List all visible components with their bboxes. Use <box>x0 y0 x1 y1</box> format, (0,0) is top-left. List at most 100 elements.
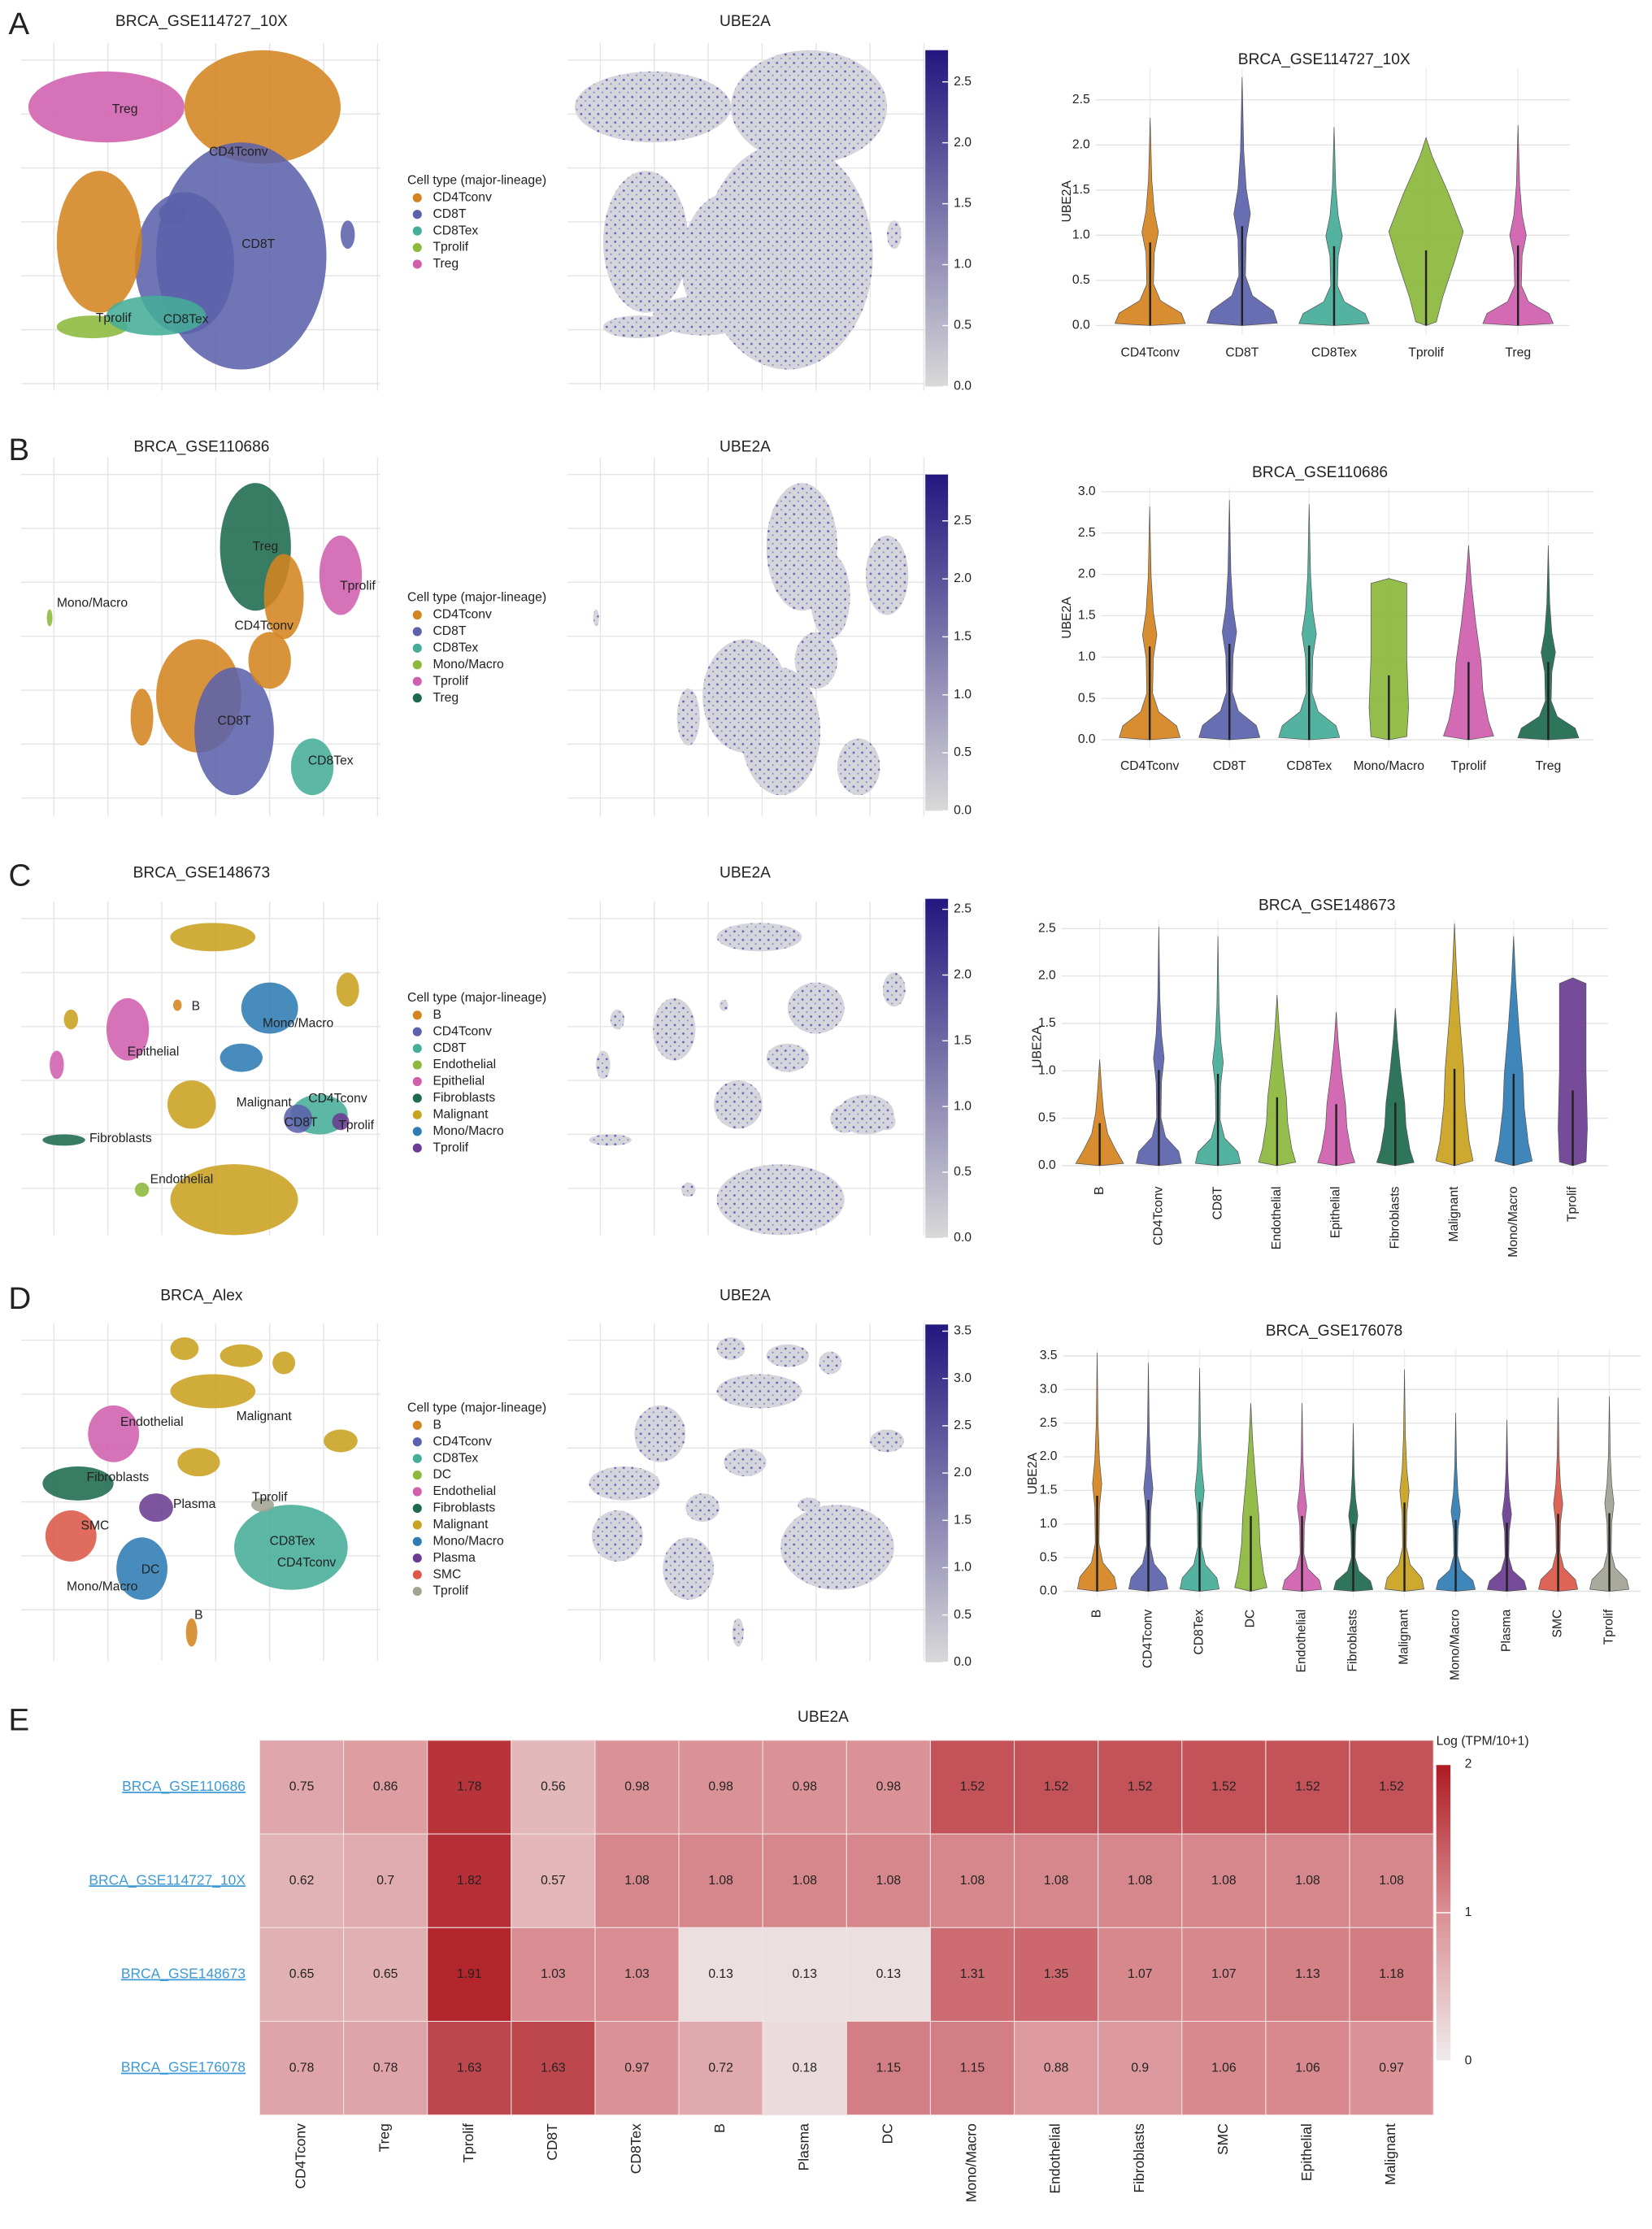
expression-cluster <box>870 1429 905 1453</box>
y-tick-label: 0.0 <box>1072 319 1090 332</box>
colorbar-tick-label: 0.5 <box>954 1608 972 1622</box>
cluster-label: CD8Tex <box>270 1535 315 1549</box>
x-tick-label: Plasma <box>1500 1609 1514 1652</box>
row-link[interactable]: BRCA_GSE110686 <box>122 1778 246 1795</box>
colorbar-tick-label: 2.5 <box>954 75 972 89</box>
column-label: Fibroblasts <box>1131 2123 1147 2193</box>
cell-value: 1.08 <box>1379 1874 1404 1888</box>
cell-cluster <box>130 689 154 746</box>
y-tick-label: 1.5 <box>1038 1016 1056 1030</box>
cluster-label: Plasma <box>173 1497 216 1511</box>
cell-cluster <box>241 982 298 1034</box>
legend-swatch <box>412 1586 422 1597</box>
heatmap-cell <box>343 2020 428 2116</box>
legend-swatch <box>412 226 422 236</box>
cell-cluster <box>170 1374 256 1409</box>
cell-value: 0.98 <box>792 1780 817 1794</box>
legend-label: SMC <box>433 1567 461 1581</box>
violin <box>1368 578 1409 741</box>
legend-swatch <box>412 1437 422 1447</box>
violin <box>1436 1413 1476 1592</box>
heatmap-cell <box>594 1740 680 1835</box>
expression-cluster <box>732 1618 744 1647</box>
cluster-label: CD8Tex <box>308 754 354 767</box>
legend-title: Log (TPM/10+1) <box>1437 1735 1529 1749</box>
cluster-label: CD8Tex <box>163 313 209 327</box>
cell-value: 0.88 <box>1044 2061 1069 2075</box>
violin <box>1317 1011 1355 1167</box>
cell-cluster <box>170 1164 298 1236</box>
cell-value: 1.52 <box>960 1780 985 1794</box>
x-tick-label: Treg <box>1505 345 1531 359</box>
x-tick-label: CD4Tconv <box>1152 1186 1166 1245</box>
expression-cluster <box>731 50 888 164</box>
cell-value: 1.08 <box>1044 1874 1069 1888</box>
cell-value: 0.57 <box>541 1874 566 1888</box>
y-axis-label: UBE2A <box>1026 1452 1040 1494</box>
legend-swatch <box>412 1570 422 1579</box>
legend-swatch <box>412 660 422 670</box>
cell-value: 1.03 <box>624 1967 650 1981</box>
y-axis-label: UBE2A <box>1030 1026 1044 1068</box>
expression-cluster <box>882 972 906 1007</box>
legend-swatch <box>412 1110 422 1119</box>
cell-value: 0.56 <box>541 1780 566 1794</box>
legend-swatch <box>412 1420 422 1430</box>
x-tick-label: Tprolif <box>1408 345 1444 359</box>
column-label: Treg <box>376 2123 393 2152</box>
heatmap-cell <box>1349 1927 1434 2023</box>
heatmap-cell <box>259 1927 345 2023</box>
colorbar-tick-label: 1.0 <box>954 1561 972 1575</box>
heatmap-cell <box>1265 2020 1350 2116</box>
cell-cluster <box>324 1429 358 1453</box>
cell-cluster <box>63 1009 79 1030</box>
heatmap-cell <box>1098 1927 1183 2023</box>
violin <box>1136 926 1182 1167</box>
violin <box>1206 76 1278 326</box>
x-tick-label: Epithelial <box>1329 1187 1343 1239</box>
legend-swatch <box>412 1143 422 1153</box>
cell-cluster <box>56 171 142 313</box>
violin <box>1179 1367 1220 1592</box>
legend-swatch <box>412 1060 422 1070</box>
cell-value: 1.08 <box>1295 1874 1320 1888</box>
x-tick-label: CD8Tex <box>1286 759 1332 773</box>
colorbar-tick-label: 1.5 <box>954 1033 972 1047</box>
legend-label: CD8Tex <box>433 641 478 655</box>
column-label: Plasma <box>795 2123 811 2170</box>
cluster-label: Mono/Macro <box>57 597 128 610</box>
panel-letter: A <box>8 7 29 41</box>
legend-swatch <box>412 1487 422 1497</box>
heatmap-cell <box>846 1833 931 1928</box>
legend-title: Cell type (major-lineage) <box>407 1401 546 1415</box>
cluster-label: CD8T <box>285 1116 318 1130</box>
violin <box>1119 506 1181 741</box>
violin <box>1076 1352 1118 1592</box>
cell-value: 1.78 <box>457 1780 482 1794</box>
cluster-label: CD4Tconv <box>209 146 268 159</box>
expression-cluster <box>865 535 909 615</box>
row-link[interactable]: BRCA_GSE148673 <box>121 1966 246 1983</box>
expression-cluster <box>591 1510 643 1562</box>
heatmap-cell <box>678 1833 763 1928</box>
violin <box>1376 1008 1415 1167</box>
cell-value: 0.65 <box>373 1967 398 1981</box>
cell-value: 0.7 <box>376 1874 394 1888</box>
heatmap-cell <box>259 1740 345 1835</box>
cell-value: 1.06 <box>1211 2061 1237 2075</box>
heatmap-cell <box>427 1833 512 1928</box>
expression-cluster <box>810 554 850 640</box>
row-link[interactable]: BRCA_GSE176078 <box>121 2059 246 2076</box>
feature-title: UBE2A <box>719 13 771 30</box>
colorbar-tick-label: 1.5 <box>954 197 972 211</box>
heatmap-title: UBE2A <box>798 1709 849 1726</box>
heatmap-cell <box>511 1740 596 1835</box>
cell-value: 1.08 <box>792 1874 817 1888</box>
legend-label: CD8Tex <box>433 224 478 237</box>
cluster-label: Treg <box>253 540 279 554</box>
legend-label: Malignant <box>433 1108 489 1122</box>
x-tick-label: Tprolif <box>1566 1186 1580 1222</box>
cell-cluster <box>116 1537 167 1601</box>
colorbar-tick-label: 2.5 <box>954 902 972 916</box>
row-link[interactable]: BRCA_GSE114727_10X <box>89 1871 246 1888</box>
